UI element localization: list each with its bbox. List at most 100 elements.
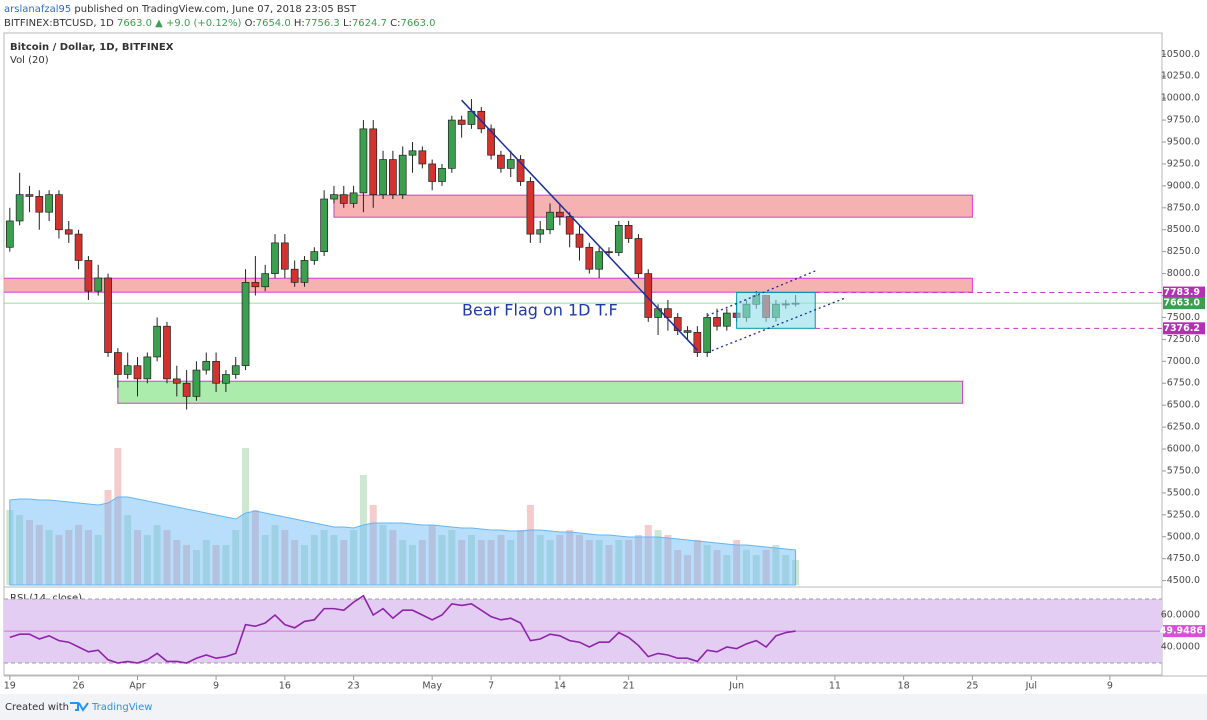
volume-bar <box>369 505 377 585</box>
y-tick-label: 7500.0 <box>1167 312 1200 323</box>
flag-box <box>736 292 816 329</box>
volume-bar <box>232 530 240 585</box>
chart-frame <box>3 32 1163 676</box>
volume-bar <box>546 540 554 585</box>
candle-body <box>231 365 240 375</box>
candle-body <box>251 282 260 288</box>
volume-bar <box>251 510 259 585</box>
candle-body <box>575 233 584 248</box>
volume-ma <box>9 496 797 586</box>
candle-body <box>595 251 603 270</box>
volume-bar <box>163 530 171 585</box>
candle-body <box>398 154 407 195</box>
price-label: 7663.0 <box>1163 298 1200 309</box>
y-tick-label: 4500.0 <box>1167 575 1200 586</box>
y-tick-label: 4750.0 <box>1167 553 1200 564</box>
y-tick-label: 9500.0 <box>1167 137 1200 148</box>
footer <box>0 694 1207 720</box>
y-tick-label: 5750.0 <box>1167 465 1200 476</box>
volume-bar <box>723 555 731 585</box>
candle-body <box>55 194 63 231</box>
candle-body <box>94 277 103 292</box>
candle-body <box>556 211 564 217</box>
candle-body <box>133 365 142 380</box>
candle-body <box>143 356 152 380</box>
volume-bar <box>134 530 142 585</box>
author[interactable]: arslanafzal95 <box>4 4 71 15</box>
trend-line <box>461 99 698 351</box>
volume-bar <box>674 550 682 585</box>
x-tick-label: 9 <box>213 681 219 692</box>
candle-body <box>506 159 515 169</box>
y-tick-label: 9250.0 <box>1167 158 1200 169</box>
volume-bar <box>104 490 112 585</box>
candle-body <box>428 163 437 182</box>
candle-body <box>654 308 662 318</box>
zone <box>117 380 964 404</box>
candle-body <box>310 251 319 261</box>
x-tick-label: 18 <box>898 681 910 692</box>
candle-body <box>300 260 309 283</box>
volume-bar <box>752 555 760 585</box>
y-tick-label: 8250.0 <box>1167 246 1200 257</box>
volume-bar <box>261 535 269 585</box>
candle-body <box>15 194 24 222</box>
annotation: Bear Flag on 1D T.F <box>462 301 618 320</box>
candle-body <box>447 119 456 169</box>
volume-bar <box>222 545 230 585</box>
x-tick-label: Jul <box>1025 681 1037 692</box>
footer-brand[interactable]: TradingView <box>91 702 152 713</box>
volume-bar <box>576 535 583 585</box>
candle-body <box>349 192 358 204</box>
volume-bar <box>762 550 770 585</box>
volume-bar <box>202 540 210 585</box>
candle-body <box>526 181 535 235</box>
volume-bar <box>507 540 515 585</box>
x-tick-label: 11 <box>829 681 841 692</box>
candle-body <box>536 229 545 235</box>
volume-bar <box>359 475 367 585</box>
candle-body <box>261 273 270 288</box>
volume-bar <box>556 535 564 585</box>
volume-bar <box>320 530 328 585</box>
candle-body <box>212 360 220 384</box>
candle-body <box>438 167 446 182</box>
volume-bar <box>55 535 63 585</box>
x-tick-label: 25 <box>966 681 978 692</box>
price-label-box <box>1163 286 1205 299</box>
candle-body <box>5 220 14 248</box>
candle-body <box>45 194 53 213</box>
candle-body <box>241 282 250 367</box>
volume-bar <box>448 530 456 585</box>
x-tick-label: Jun <box>728 681 744 692</box>
candle-body <box>290 268 299 283</box>
volume-bar <box>526 505 534 585</box>
candle-body <box>713 317 721 327</box>
candle-body <box>25 194 34 197</box>
volume-bar <box>585 540 593 585</box>
volume-bar <box>379 525 387 585</box>
o-value: 7654.0 <box>256 18 291 29</box>
candle-body <box>389 159 397 195</box>
y-tick-label: 8500.0 <box>1167 224 1200 235</box>
x-tick-label: May <box>422 681 442 692</box>
volume-bar <box>458 540 466 585</box>
candle-body <box>614 225 623 253</box>
candle-body <box>703 317 712 353</box>
y-tick-label: 5000.0 <box>1167 531 1200 542</box>
y-tick-label: 7000.0 <box>1167 356 1200 367</box>
candle-body <box>339 194 348 204</box>
volume-bar <box>772 545 780 585</box>
volume-bar <box>782 555 790 585</box>
c-key: C: <box>390 18 400 29</box>
volume-bar <box>654 530 662 585</box>
y-tick-label: 5250.0 <box>1167 509 1200 520</box>
candle-body <box>497 154 505 169</box>
volume-bar <box>644 525 652 585</box>
candle-body <box>418 150 427 165</box>
candle-body <box>624 225 633 239</box>
y-tick-label: 10500.0 <box>1161 49 1200 60</box>
volume-title: Vol (20) <box>10 55 49 66</box>
published: published on TradingView.com, June 07, 2… <box>74 4 357 15</box>
volume-bar <box>242 448 250 585</box>
